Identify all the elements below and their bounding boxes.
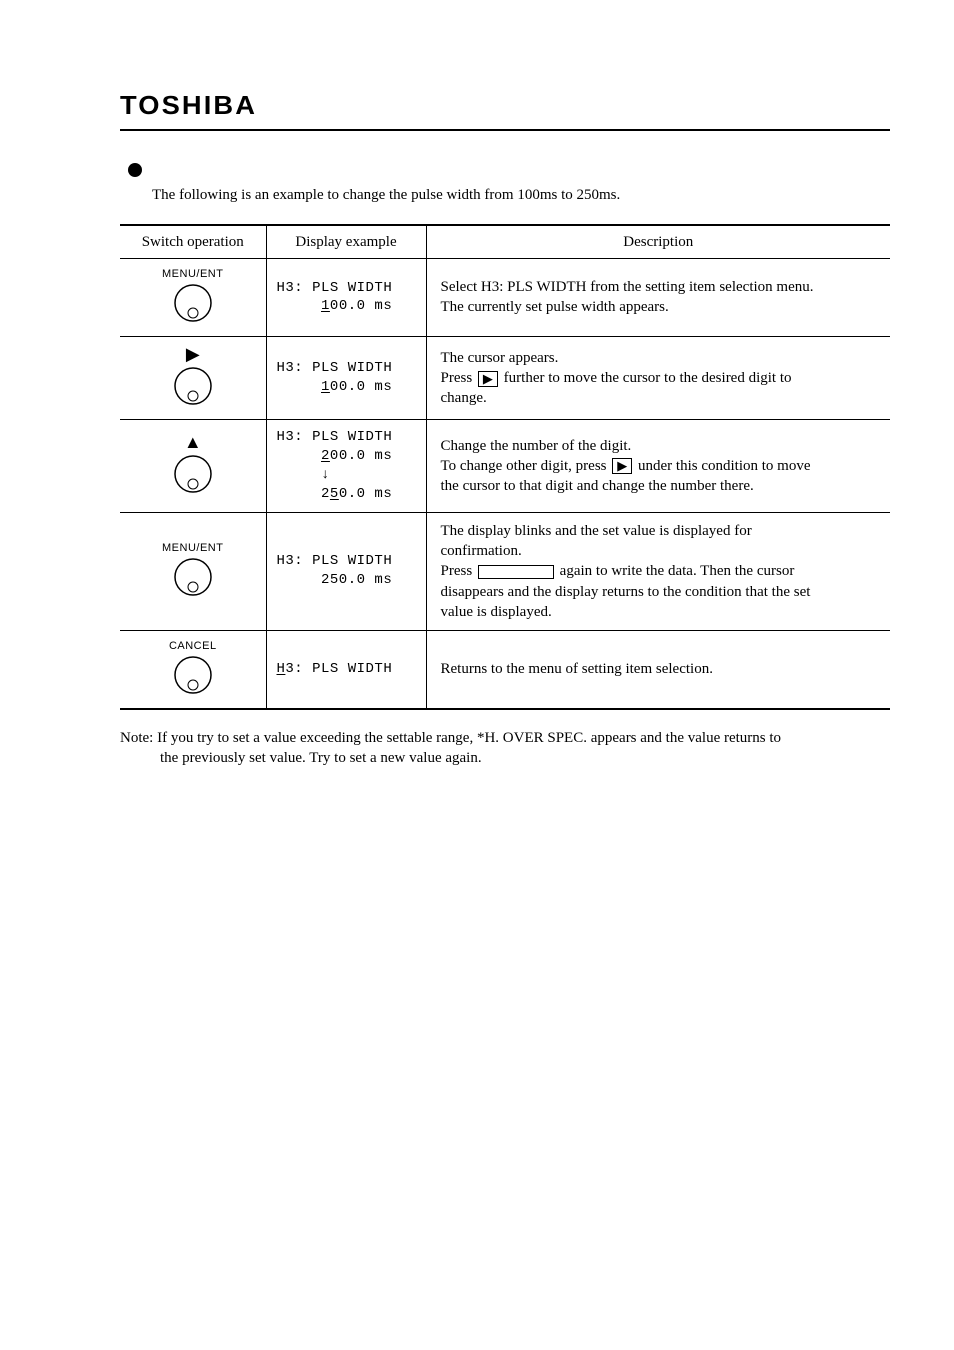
disp-pre: 2 <box>277 486 330 502</box>
procedure-table: Switch operation Display example Descrip… <box>120 224 890 711</box>
desc-line: confirmation. <box>441 541 881 561</box>
note-line: If you try to set a value exceeding the … <box>157 730 781 746</box>
switch-cell: CANCEL <box>120 631 266 710</box>
disp-line: H3: PLS WIDTH <box>277 280 393 296</box>
cursor-digit: 2 <box>321 448 330 464</box>
switch-label: MENU/ENT <box>162 541 223 556</box>
desc-line: The currently set pulse width appears. <box>441 297 881 317</box>
desc-line: disappears and the display returns to th… <box>441 582 881 602</box>
display-cell: H3: PLS WIDTH 100.0 ms <box>266 258 426 336</box>
disp-post: 00.0 ms <box>330 298 392 314</box>
desc-line: Press ▶ further to move the cursor to th… <box>441 368 881 388</box>
knob-icon <box>172 558 214 596</box>
desc-line: the cursor to that digit and change the … <box>441 476 881 496</box>
disp-pre <box>277 379 322 395</box>
knob-icon <box>172 656 214 694</box>
description-cell: Select H3: PLS WIDTH from the setting it… <box>426 258 890 336</box>
knob-icon <box>172 455 214 493</box>
table-row: MENU/ENT H3: PLS WIDTH 100.0 ms Select H… <box>120 258 890 336</box>
toshiba-logo: TOSHIBA <box>120 88 257 123</box>
description-cell: The display blinks and the set value is … <box>426 512 890 630</box>
table-row: ▲ H3: PLS WIDTH 200.0 ms ↓ 250.0 ms Chan… <box>120 420 890 513</box>
desc-text: Press <box>441 370 476 386</box>
display-cell: H3: PLS WIDTH 100.0 ms <box>266 336 426 419</box>
desc-line: The display blinks and the set value is … <box>441 521 881 541</box>
table-header-row: Switch operation Display example Descrip… <box>120 225 890 259</box>
knob-icon <box>172 284 214 322</box>
desc-line: change. <box>441 388 881 408</box>
display-cell: H3: PLS WIDTH <box>266 631 426 710</box>
desc-line: value is displayed. <box>441 602 881 622</box>
blank-key-icon <box>478 565 554 579</box>
switch-cell: ▶ <box>120 336 266 419</box>
display-cell: H3: PLS WIDTH 200.0 ms ↓ 250.0 ms <box>266 420 426 513</box>
bullet-icon <box>128 163 142 177</box>
knob-wrap: ▲ <box>172 433 214 499</box>
right-key-icon: ▶ <box>478 371 498 387</box>
cursor-digit: 5 <box>330 486 339 502</box>
table-row: MENU/ENT H3: PLS WIDTH 250.0 ms The disp… <box>120 512 890 630</box>
header-bar: TOSHIBA <box>120 88 890 131</box>
desc-text: Press <box>441 563 476 579</box>
note-paragraph: Note: If you try to set a value exceedin… <box>120 728 890 769</box>
right-triangle-icon: ▶ <box>172 345 214 363</box>
col-header-switch: Switch operation <box>120 225 266 259</box>
knob-wrap: CANCEL <box>169 639 217 700</box>
description-cell: Change the number of the digit. To chang… <box>426 420 890 513</box>
section-bullet <box>128 159 890 179</box>
desc-line: Press again to write the data. Then the … <box>441 561 881 581</box>
disp-line: 250.0 ms <box>277 572 393 588</box>
intro-paragraph: The following is an example to change th… <box>152 185 890 205</box>
knob-icon <box>172 367 214 405</box>
switch-cell: MENU/ENT <box>120 512 266 630</box>
note-line: the previously set value. Try to set a n… <box>160 748 890 768</box>
disp-post: 00.0 ms <box>330 448 392 464</box>
desc-line: To change other digit, press ▶ under thi… <box>441 456 881 476</box>
description-cell: Returns to the menu of setting item sele… <box>426 631 890 710</box>
col-header-description: Description <box>426 225 890 259</box>
desc-text: again to write the data. Then the cursor <box>556 563 794 579</box>
cursor-digit: 1 <box>321 298 330 314</box>
desc-text: To change other digit, press <box>441 458 611 474</box>
display-cell: H3: PLS WIDTH 250.0 ms <box>266 512 426 630</box>
note-prefix: Note: <box>120 730 157 746</box>
desc-line: Change the number of the digit. <box>441 436 881 456</box>
knob-wrap: MENU/ENT <box>162 267 223 328</box>
desc-line: Returns to the menu of setting item sele… <box>441 659 881 679</box>
desc-text: further to move the cursor to the desire… <box>500 370 792 386</box>
knob-wrap: ▶ <box>172 345 214 411</box>
disp-pre <box>277 448 322 464</box>
cursor-digit: 1 <box>321 379 330 395</box>
knob-wrap: MENU/ENT <box>162 541 223 602</box>
desc-line: The cursor appears. <box>441 348 881 368</box>
switch-label: CANCEL <box>169 639 217 654</box>
right-key-icon: ▶ <box>612 458 632 474</box>
up-triangle-icon: ▲ <box>172 433 214 451</box>
description-cell: The cursor appears. Press ▶ further to m… <box>426 336 890 419</box>
disp-line: H3: PLS WIDTH <box>277 429 393 445</box>
switch-cell: MENU/ENT <box>120 258 266 336</box>
table-row: CANCEL H3: PLS WIDTH Returns to the menu… <box>120 631 890 710</box>
desc-line: Select H3: PLS WIDTH from the setting it… <box>441 277 881 297</box>
disp-post: 0.0 ms <box>339 486 392 502</box>
down-arrow-icon: ↓ <box>277 467 330 483</box>
disp-post: 3: PLS WIDTH <box>285 661 392 677</box>
desc-text: under this condition to move <box>634 458 810 474</box>
disp-pre <box>277 298 322 314</box>
switch-cell: ▲ <box>120 420 266 513</box>
disp-line: H3: PLS WIDTH <box>277 553 393 569</box>
switch-label: MENU/ENT <box>162 267 223 282</box>
disp-line: H3: PLS WIDTH <box>277 360 393 376</box>
table-row: ▶ H3: PLS WIDTH 100.0 ms The cursor appe… <box>120 336 890 419</box>
col-header-display: Display example <box>266 225 426 259</box>
disp-post: 00.0 ms <box>330 379 392 395</box>
